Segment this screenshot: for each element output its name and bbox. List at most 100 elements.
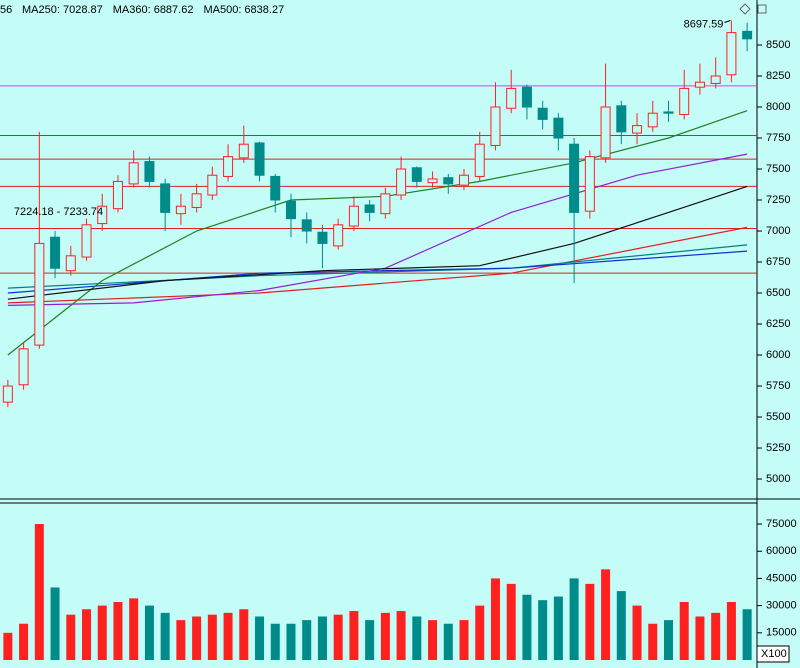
candle-body [506,87,517,109]
y-tick-label: 7000 [766,225,790,237]
y-tick-label: 7750 [766,132,790,144]
volume-bar [663,620,673,660]
volume-bar [506,583,516,660]
candle-body [459,174,470,186]
y-tick-label: 8000 [766,101,790,113]
legend-entry: MA250: 7028.87 [22,4,103,16]
volume-bar [648,623,658,660]
volume-bar [380,612,390,660]
candle-body [443,177,454,185]
candle-body [81,224,92,258]
y-tick-label: 75000 [766,518,797,530]
volume-bar [679,601,689,660]
header-text: 56 [0,4,12,16]
volume-bar [711,612,721,660]
volume-bar [239,609,249,660]
y-tick-label: 6000 [766,349,790,361]
candle-body [50,236,61,269]
candle-body [317,231,328,244]
y-tick-label: 5750 [766,380,790,392]
volume-bar [34,524,44,660]
y-tick-label: 8250 [766,70,790,82]
candle-body [207,174,218,196]
volume-bar [176,620,186,660]
candle-body [285,200,296,220]
volume-bar [695,616,705,660]
annotation: 7224.18 - 7233.74 [14,206,103,218]
volume-bar [443,623,453,660]
volume-bar [632,605,642,660]
candle-body [427,178,438,184]
annotation: 8697.59 [684,18,724,30]
icon[interactable] [739,3,751,15]
volume-bar [144,605,154,660]
y-tick-label: 8500 [766,39,790,51]
volume-bar [3,632,13,660]
candle-body [301,219,312,232]
candle-body [238,143,249,159]
candle-body [223,156,234,177]
candle-body [348,205,359,227]
candle-body [694,81,705,88]
candle-body [742,30,753,40]
candle-body [474,143,485,177]
y-tick-label: 7250 [766,194,790,206]
volume-bar [601,569,611,660]
volume-bar [223,612,233,660]
volume-bar [50,587,60,660]
candle-body [616,105,627,133]
volume-bar [475,605,485,660]
volume-bar [129,598,139,660]
unit-box [756,645,790,663]
volume-bar [19,623,29,660]
volume-bar [317,616,327,660]
volume-bar [333,614,343,660]
candle-body [144,161,155,182]
volume-bar [192,616,202,660]
candle-body [663,111,674,114]
candle-body [569,143,580,213]
candle-body [647,112,658,128]
ma-line [7,185,748,300]
annotation-arrow [724,20,731,23]
candle-body [175,205,186,215]
volume-bar [82,609,92,660]
volume-bar [97,605,107,660]
candle-body [333,224,344,247]
candle-body [65,255,76,272]
volume-bar [365,620,375,660]
y-tick-label: 5250 [766,442,790,454]
volume-bar [538,600,548,660]
volume-bar [255,616,265,660]
volume-bar [66,614,76,660]
candle-body [2,385,13,403]
legend-entry: MA500: 6838.27 [203,4,284,16]
icon[interactable] [757,4,767,14]
volume-bar [113,601,123,660]
ma-line [7,250,748,294]
y-tick-label: 30000 [766,600,797,612]
volume-bar [160,612,170,660]
y-tick-label: 6750 [766,256,790,268]
candle-body [411,167,422,182]
unit-label: X100 [761,648,787,660]
volume-bar [522,594,532,660]
candle-body [191,193,202,208]
candle-body [600,106,611,159]
y-tick-label: 6500 [766,287,790,299]
volume-bar [412,616,422,660]
ma-line [7,244,748,289]
volume-bar [569,578,579,660]
candle-body [270,175,281,201]
candle-body [364,204,375,213]
volume-bar [349,611,359,660]
ma-line [7,226,748,304]
y-tick-label: 7500 [766,163,790,175]
volume-bar [207,614,217,660]
candle-body [537,107,548,120]
y-tick-label: 45000 [766,572,797,584]
candle-body [521,86,532,108]
candle-body [584,156,595,212]
y-tick-label: 5000 [766,473,790,485]
